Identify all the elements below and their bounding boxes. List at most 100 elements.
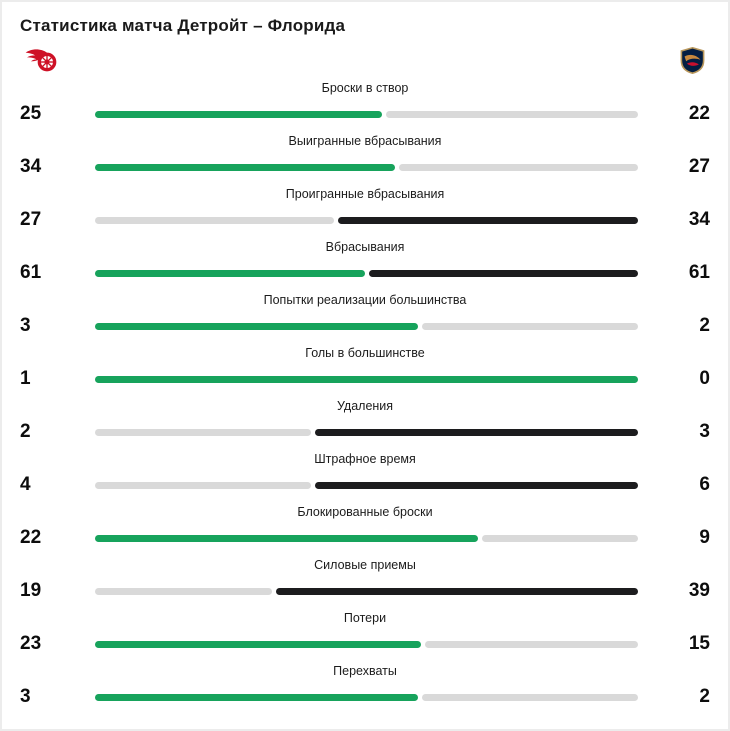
away-value: 34 [688,209,710,230]
home-bar-segment [95,216,334,224]
home-value: 19 [20,580,42,601]
home-bar-segment [95,269,365,277]
home-value: 3 [20,686,31,707]
stat-label: Блокированные броски [297,505,433,519]
stat-label: Голы в большинстве [305,346,425,360]
stat-row: Проигранные вбрасывания 27 34 [20,186,710,232]
stat-bar [95,269,638,277]
stat-label: Броски в створ [321,81,409,95]
stat-line: 25 22 [20,102,710,126]
home-bar-segment [95,693,419,701]
stat-label: Потери [343,611,387,625]
away-value: 3 [699,421,710,442]
stat-row: Перехваты 3 2 [20,663,710,709]
stat-bar [95,481,638,489]
team-logos-row [20,46,710,74]
stat-row: Силовые приемы 19 39 [20,557,710,603]
away-value: 22 [688,103,710,124]
detroit-red-wings-logo-icon [25,47,57,73]
away-bar-segment [275,587,638,595]
stat-bar [95,110,638,118]
home-bar-segment [95,428,311,436]
away-value: 2 [699,686,710,707]
stat-bar [95,322,638,330]
stat-line: 22 9 [20,526,710,550]
home-bar-segment [95,587,272,595]
home-bar-segment [95,322,419,330]
away-bar-segment [481,534,638,542]
home-value: 61 [20,262,42,283]
stat-line: 34 27 [20,155,710,179]
stat-bar [95,587,638,595]
home-value: 23 [20,633,42,654]
away-value: 39 [688,580,710,601]
stat-bar [95,534,638,542]
stat-label: Проигранные вбрасывания [285,187,445,201]
away-bar-segment [314,481,638,489]
away-value: 27 [688,156,710,177]
stat-row: Блокированные броски 22 9 [20,504,710,550]
home-bar-segment [95,534,478,542]
stat-label: Силовые приемы [314,558,416,572]
home-value: 4 [20,474,31,495]
home-bar-segment [95,640,422,648]
stat-line: 27 34 [20,208,710,232]
stat-row: Вбрасывания 61 61 [20,239,710,285]
stat-bar [95,693,638,701]
home-value: 1 [20,368,31,389]
home-bar-segment [95,375,638,383]
stat-label: Вбрасывания [325,240,405,254]
stat-bar [95,216,638,224]
stat-line: 23 15 [20,632,710,656]
stat-row: Броски в створ 25 22 [20,80,710,126]
stat-row: Голы в большинстве 1 0 [20,345,710,391]
away-bar-segment [337,216,638,224]
page-title: Статистика матча Детройт – Флорида [20,16,346,35]
home-value: 34 [20,156,42,177]
away-bar-segment [368,269,638,277]
away-bar-segment [399,163,638,171]
stat-label: Удаления [336,399,394,413]
home-value: 22 [20,527,42,548]
stats-list: Броски в створ 25 22 Выигранные вбрасывания… [20,80,710,709]
away-value: 61 [688,262,710,283]
away-value: 0 [699,368,710,389]
away-bar-segment [422,322,638,330]
stat-line: 61 61 [20,261,710,285]
away-bar-segment [314,428,638,436]
away-value: 6 [699,474,710,495]
stat-bar [95,163,638,171]
stat-row: Выигранные вбрасывания 34 27 [20,133,710,179]
stat-label: Перехваты [333,664,397,678]
stat-row: Потери 23 15 [20,610,710,656]
home-value: 25 [20,103,42,124]
home-value: 2 [20,421,31,442]
stat-label: Выигранные вбрасывания [288,134,442,148]
florida-panthers-logo-icon [680,46,705,74]
away-bar-segment [425,640,638,648]
home-bar-segment [95,481,311,489]
stat-bar [95,428,638,436]
away-value: 9 [699,527,710,548]
home-bar-segment [95,163,396,171]
away-value: 15 [688,633,710,654]
stat-label: Попытки реализации большинства [263,293,467,307]
home-value: 3 [20,315,31,336]
home-value: 27 [20,209,42,230]
away-bar-segment [422,693,638,701]
stat-bar [95,375,638,383]
stat-row: Штрафное время 4 6 [20,451,710,497]
away-bar-segment [385,110,638,118]
home-bar-segment [95,110,382,118]
stat-row: Попытки реализации большинства 3 2 [20,292,710,338]
stat-label: Штрафное время [314,452,416,466]
away-value: 2 [699,315,710,336]
stat-line: 19 39 [20,579,710,603]
stat-row: Удаления 2 3 [20,398,710,444]
